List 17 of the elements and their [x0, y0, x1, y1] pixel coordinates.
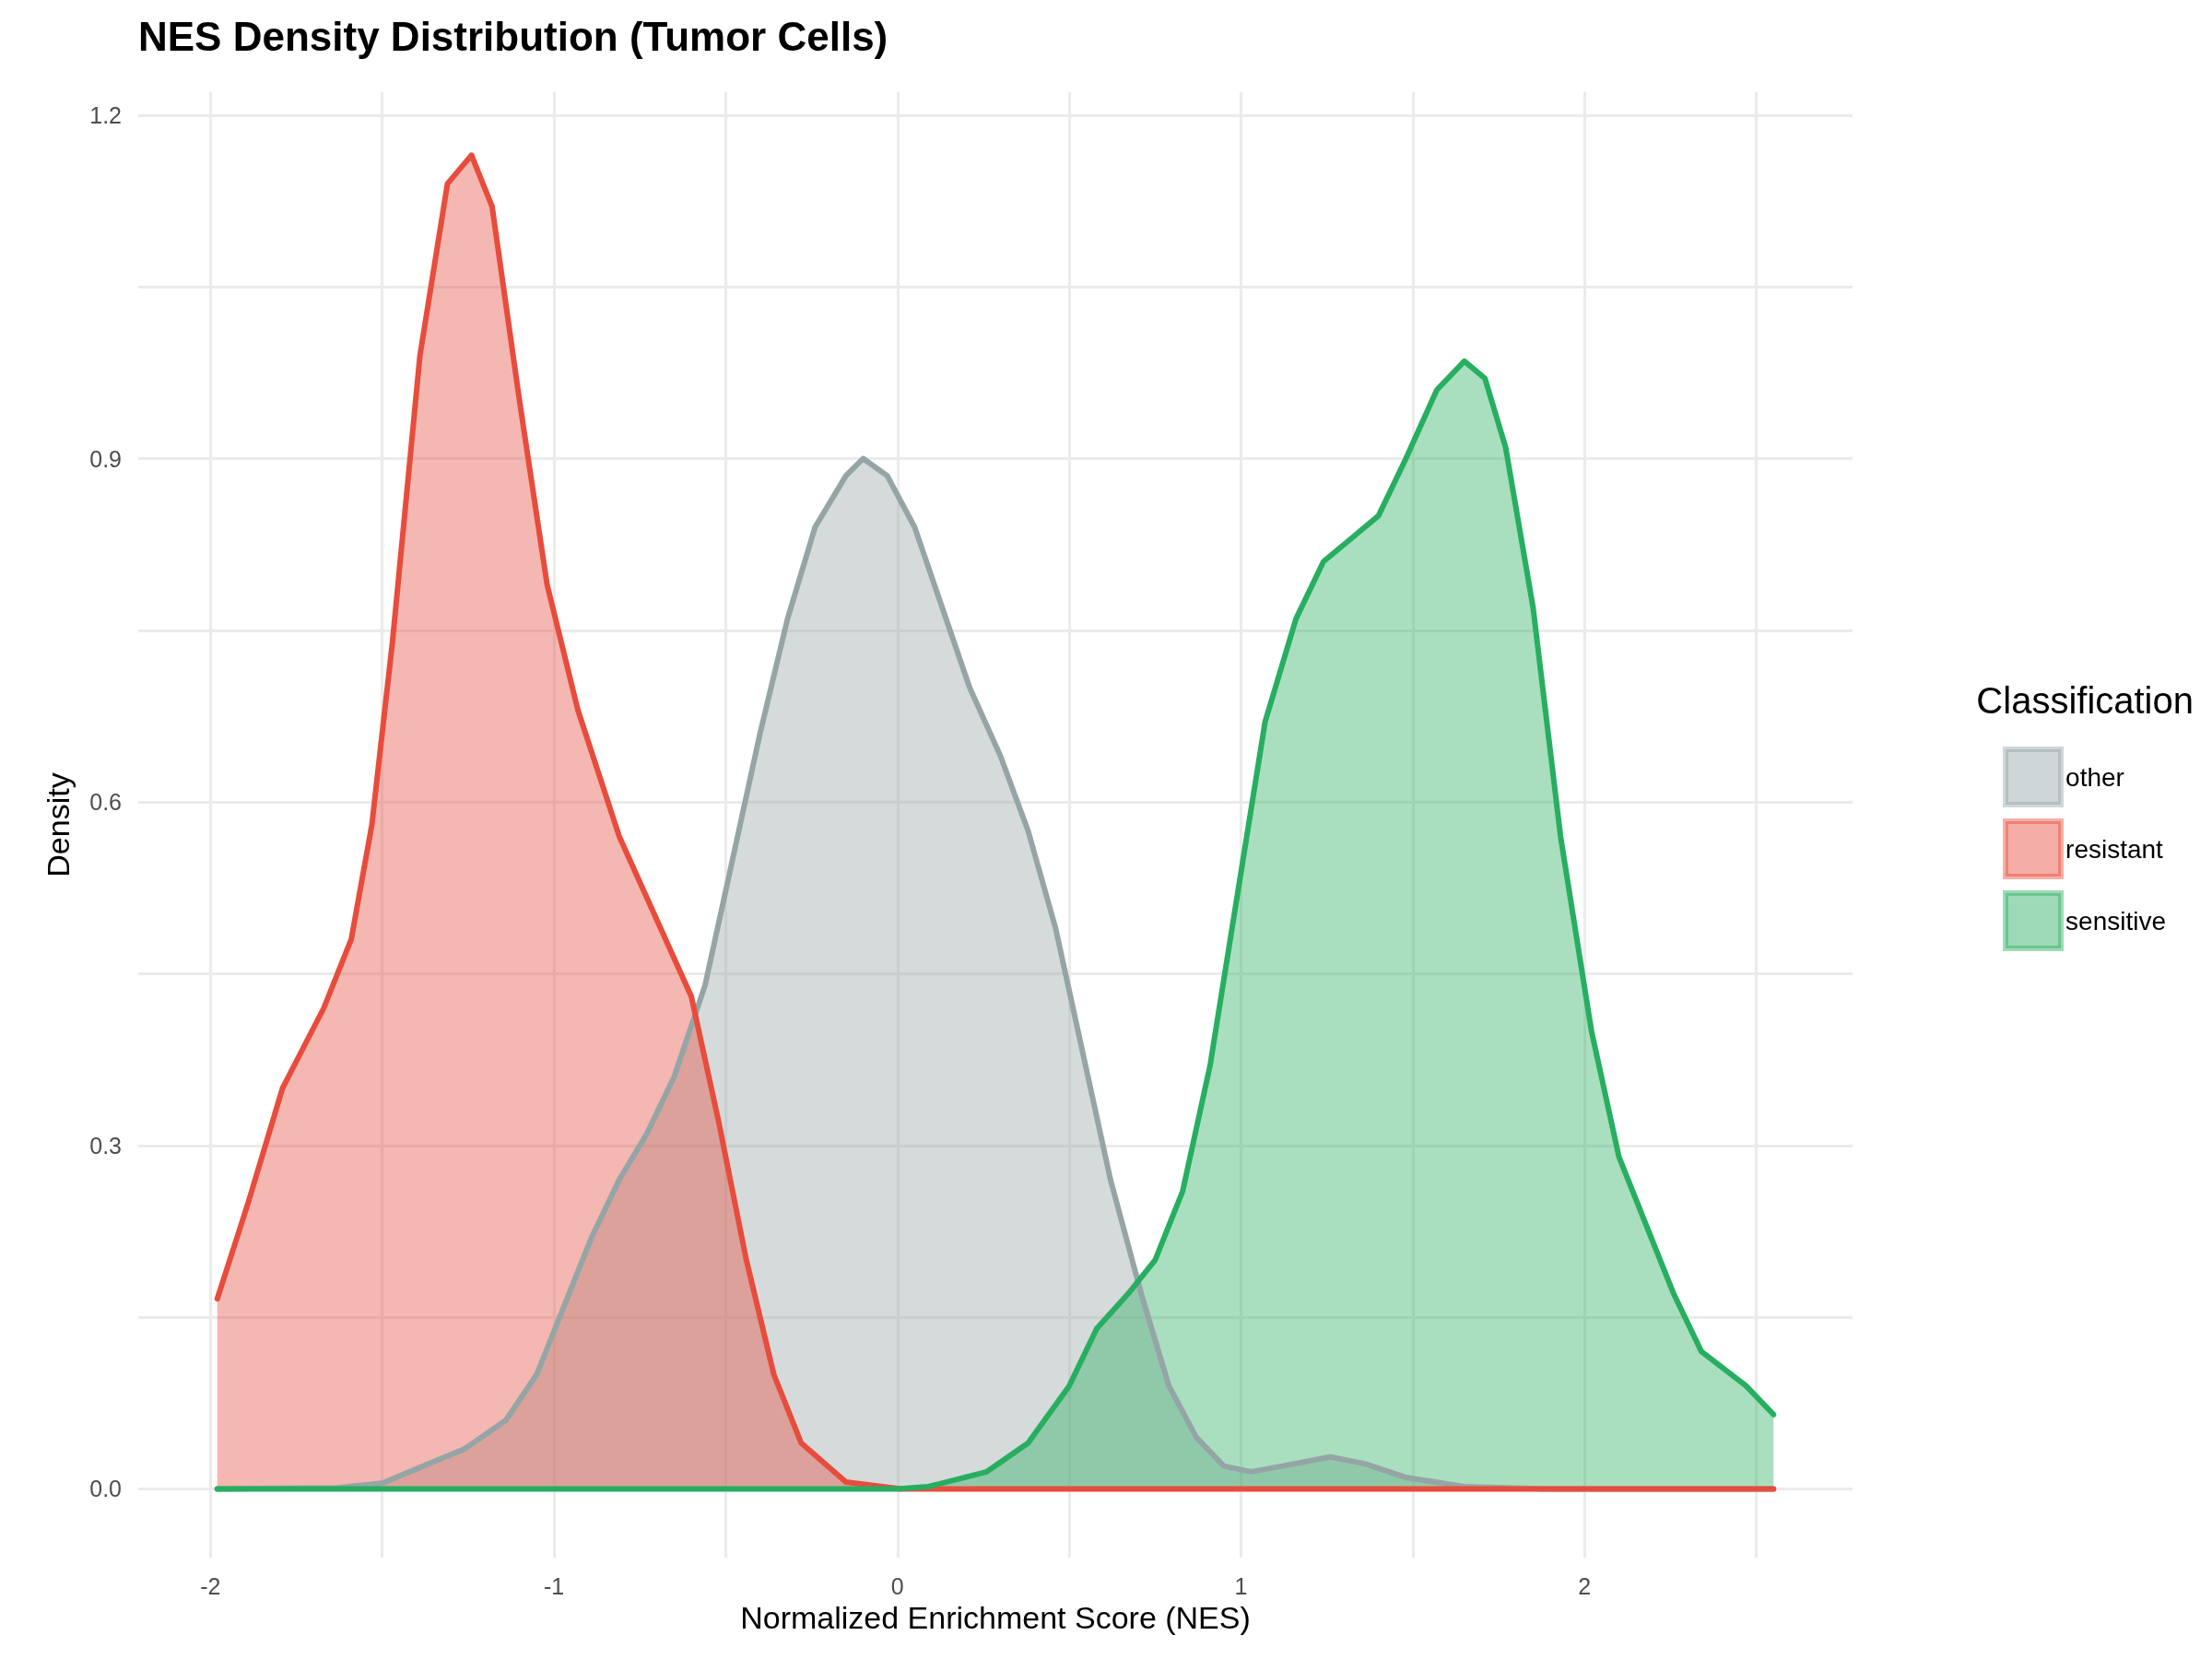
x-tick-label: 1: [1234, 1572, 1248, 1599]
x-tick-label: 2: [1578, 1572, 1592, 1599]
legend-title: Classification: [1976, 680, 2194, 721]
x-axis-title: Normalized Enrichment Score (NES): [740, 1600, 1251, 1635]
chart-title: NES Density Distribution (Tumor Cells): [138, 13, 888, 59]
y-tick-label: 1.2: [89, 101, 122, 128]
legend-label: sensitive: [2065, 906, 2166, 935]
y-axis-title: Density: [41, 772, 76, 877]
x-tick-label: -1: [543, 1572, 565, 1599]
y-tick-label: 0.3: [89, 1132, 122, 1159]
y-tick-label: 0.9: [89, 445, 122, 472]
legend-label: resistant: [2065, 834, 2164, 864]
legend-label: other: [2065, 762, 2124, 792]
x-tick-label: -2: [200, 1572, 221, 1599]
y-tick-label: 0.6: [89, 789, 122, 816]
y-tick-label: 0.0: [89, 1476, 122, 1502]
x-tick-label: 0: [890, 1572, 904, 1599]
